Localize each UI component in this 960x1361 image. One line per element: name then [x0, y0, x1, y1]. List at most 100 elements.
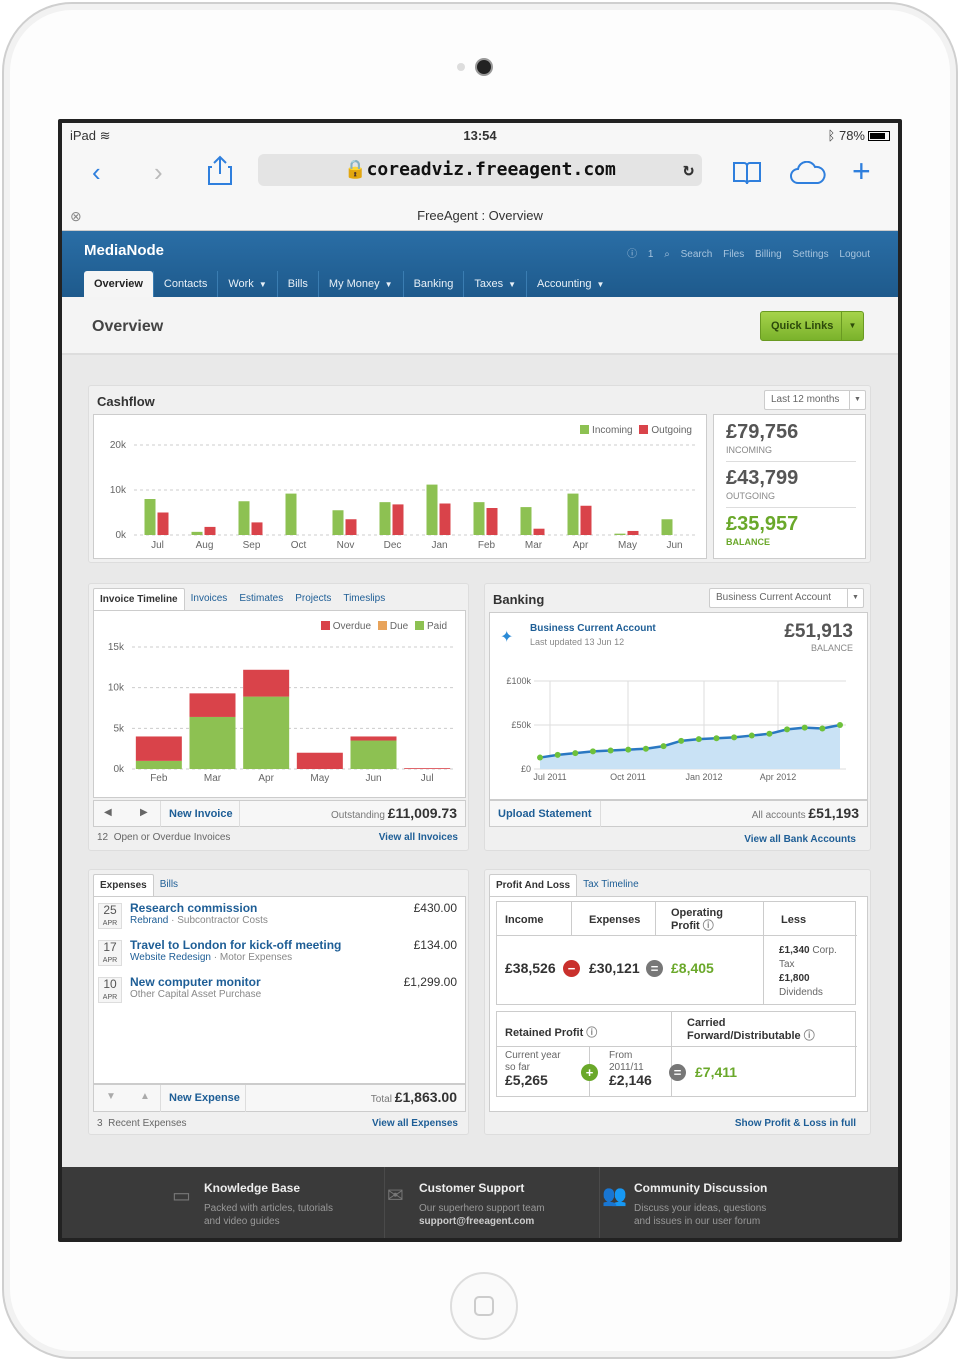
tab-tax-timeline[interactable]: Tax Timeline	[583, 879, 639, 890]
balance-point	[731, 734, 738, 741]
expense-project-link[interactable]: Rebrand	[130, 915, 169, 926]
tab-profit-loss[interactable]: Profit And Loss	[489, 874, 578, 896]
nav-my-money[interactable]: My Money ▼	[317, 271, 403, 297]
search-link[interactable]: ⌕ Search	[664, 249, 713, 260]
browser-tab[interactable]: ⊗ FreeAgent : Overview	[62, 201, 898, 231]
pnl-body: Income Expenses Operating Profit ⓘ Less £…	[489, 896, 868, 1112]
bank-account-name[interactable]: Business Current Account	[530, 623, 656, 634]
expense-title[interactable]: Research commission	[130, 901, 258, 915]
forward-icon[interactable]: ›	[154, 157, 163, 187]
y-tick-label: 0k	[115, 530, 127, 541]
tab-invoice-timeline[interactable]: Invoice Timeline	[93, 588, 185, 610]
x-tick-label: Apr 2012	[760, 772, 797, 782]
battery-icon	[868, 131, 890, 141]
bar-outgoing	[204, 526, 216, 535]
community-discussion[interactable]: 👥 Community Discussion Discuss your idea…	[602, 1181, 768, 1227]
view-all-bank-link[interactable]: View all Bank Accounts	[744, 834, 856, 845]
nav-bills[interactable]: Bills	[276, 271, 318, 297]
bar-overdue	[135, 736, 182, 761]
upload-statement-button[interactable]: Upload Statement	[490, 801, 601, 827]
device-name: iPad	[70, 128, 97, 143]
tab-invoices[interactable]: Invoices	[190, 593, 228, 604]
nav-accounting[interactable]: Accounting ▼	[526, 271, 614, 297]
x-tick-label: May	[618, 540, 637, 551]
plus-icon: +	[581, 1064, 598, 1081]
invoice-bar-chart: 15k 10k 5k 0k Feb Mar Apr May Jun Jul	[108, 642, 454, 784]
new-expense-button[interactable]: New Expense	[160, 1085, 246, 1112]
billing-link[interactable]: Billing	[755, 249, 782, 260]
bar-outgoing	[157, 512, 169, 535]
expense-title[interactable]: Travel to London for kick-off meeting	[130, 938, 342, 952]
x-tick-label: Jul	[151, 540, 164, 551]
new-tab-icon[interactable]: +	[852, 153, 871, 189]
nav-taxes[interactable]: Taxes ▼	[463, 271, 526, 297]
prev-arrow-icon[interactable]: ◀	[104, 807, 112, 818]
nav-banking[interactable]: Banking	[402, 271, 464, 297]
customer-support[interactable]: ✉ Customer Support Our superhero support…	[387, 1167, 600, 1238]
expense-amount: £134.00	[413, 938, 457, 952]
settings-link[interactable]: Settings	[792, 249, 829, 260]
retained-profit-header: Retained Profit ⓘ	[505, 1027, 598, 1039]
expenses-header: Expenses	[589, 914, 641, 926]
notification-link[interactable]: ⓘ 1	[627, 249, 654, 260]
next-arrow-icon[interactable]: ▶	[140, 807, 148, 818]
retained-table: Retained Profit ⓘ Carried Forward/Distrib…	[496, 1011, 857, 1097]
y-tick-label: 10k	[108, 683, 125, 694]
close-tab-icon[interactable]: ⊗	[70, 208, 82, 224]
expense-row[interactable]: 17 APR Travel to London for kick-off meeti…	[98, 938, 461, 972]
company-name[interactable]: MediaNode	[84, 242, 165, 259]
bar-outgoing	[533, 528, 545, 535]
nav-overview[interactable]: Overview	[84, 271, 153, 297]
bar-outgoing	[486, 508, 498, 535]
view-all-expenses-link[interactable]: View all Expenses	[372, 1118, 458, 1129]
files-link[interactable]: Files	[723, 249, 745, 260]
back-icon[interactable]: ‹	[92, 157, 101, 187]
expense-project-link[interactable]: Website Redesign	[130, 952, 211, 963]
x-tick-label: Apr	[258, 773, 274, 784]
home-button[interactable]	[450, 1272, 518, 1340]
balance-area	[540, 725, 840, 769]
expense-row[interactable]: 25 APR Research commission Rebrand · Subcon…	[98, 901, 461, 935]
logout-link[interactable]: Logout	[839, 249, 870, 260]
account-select[interactable]: Business Current Account ▼	[709, 588, 864, 608]
quick-links-button[interactable]: Quick Links ▼	[760, 311, 864, 341]
show-pnl-link[interactable]: Show Profit & Loss in full	[734, 1118, 856, 1129]
x-tick-label: Jul 2011	[533, 772, 566, 782]
less-values: £1,340 Corp. Tax £1,800 Dividends	[779, 945, 837, 998]
nav-contacts[interactable]: Contacts	[152, 271, 217, 297]
pnl-tabs: Profit And Loss Tax Timeline	[489, 874, 645, 896]
cloud-icon[interactable]	[789, 160, 827, 192]
view-all-invoices-link[interactable]: View all Invoices	[378, 832, 458, 843]
battery-percent: 78%	[838, 128, 865, 143]
bank-eagle-icon: ✦	[500, 629, 514, 646]
tab-estimates[interactable]: Estimates	[239, 593, 284, 604]
y-tick-label: 10k	[110, 485, 127, 496]
expense-meta: Rebrand · Subcontractor Costs	[130, 915, 268, 926]
bookmarks-icon[interactable]	[732, 161, 762, 192]
tab-expenses[interactable]: Expenses	[93, 874, 154, 896]
tab-projects[interactable]: Projects	[295, 593, 332, 604]
expense-row[interactable]: 10 APR New computer monitor Other Capital A…	[98, 975, 461, 1009]
bar-incoming	[426, 484, 438, 535]
period-select[interactable]: Last 12 months ▼	[764, 390, 866, 410]
reload-icon[interactable]: ↻	[683, 159, 694, 180]
bluetooth-icon: ᛒ	[827, 128, 836, 143]
address-bar[interactable]: 🔒coreadviz.freeagent.com ↻	[258, 154, 702, 186]
new-invoice-button[interactable]: New Invoice	[160, 801, 240, 827]
x-tick-label: Dec	[384, 540, 402, 551]
banking-panel: Banking Business Current Account ▼ ✦ Busi…	[484, 583, 871, 851]
all-accounts-summary: All accounts £51,193	[751, 805, 859, 821]
tab-timeslips[interactable]: Timeslips	[343, 593, 386, 604]
down-arrow-icon[interactable]: ▼	[106, 1091, 116, 1102]
balance-point	[554, 751, 561, 758]
knowledge-base[interactable]: ▭ Knowledge Base Packed with articles, t…	[172, 1167, 385, 1238]
tab-bills[interactable]: Bills	[159, 879, 179, 890]
y-tick-label: 20k	[110, 440, 127, 451]
expense-title[interactable]: New computer monitor	[130, 975, 261, 989]
bar-incoming	[332, 510, 344, 535]
up-arrow-icon[interactable]: ▲	[140, 1091, 150, 1102]
balance-point	[713, 735, 720, 742]
x-tick-label: Nov	[337, 540, 355, 551]
share-icon[interactable]	[208, 155, 232, 192]
nav-work[interactable]: Work ▼	[217, 271, 276, 297]
